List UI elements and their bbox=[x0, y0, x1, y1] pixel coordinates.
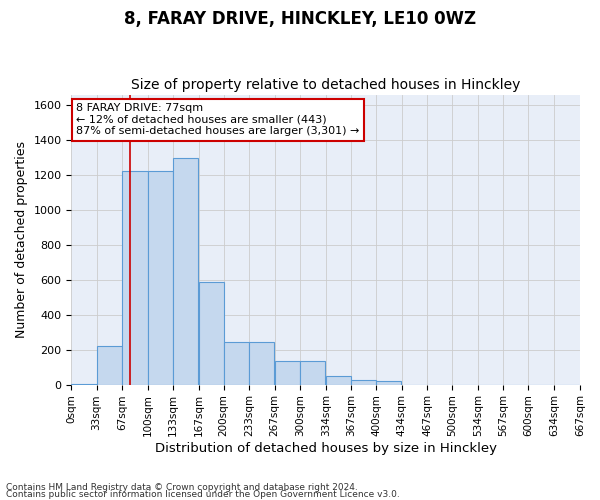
Bar bbox=[199, 282, 224, 385]
Text: Contains HM Land Registry data © Crown copyright and database right 2024.: Contains HM Land Registry data © Crown c… bbox=[6, 484, 358, 492]
Bar bbox=[249, 342, 274, 384]
Bar bbox=[173, 158, 198, 384]
Bar bbox=[300, 361, 325, 384]
X-axis label: Distribution of detached houses by size in Hinckley: Distribution of detached houses by size … bbox=[155, 442, 497, 455]
Title: Size of property relative to detached houses in Hinckley: Size of property relative to detached ho… bbox=[131, 78, 520, 92]
Bar bbox=[224, 342, 249, 384]
Text: 8, FARAY DRIVE, HINCKLEY, LE10 0WZ: 8, FARAY DRIVE, HINCKLEY, LE10 0WZ bbox=[124, 10, 476, 28]
Y-axis label: Number of detached properties: Number of detached properties bbox=[15, 141, 28, 338]
Bar bbox=[148, 172, 173, 384]
Bar bbox=[275, 361, 300, 384]
Bar bbox=[97, 346, 122, 385]
Text: 8 FARAY DRIVE: 77sqm
← 12% of detached houses are smaller (443)
87% of semi-deta: 8 FARAY DRIVE: 77sqm ← 12% of detached h… bbox=[76, 104, 360, 136]
Text: Contains public sector information licensed under the Open Government Licence v3: Contains public sector information licen… bbox=[6, 490, 400, 499]
Bar bbox=[351, 380, 376, 384]
Bar bbox=[326, 376, 351, 384]
Bar bbox=[122, 172, 148, 384]
Bar bbox=[376, 381, 401, 384]
